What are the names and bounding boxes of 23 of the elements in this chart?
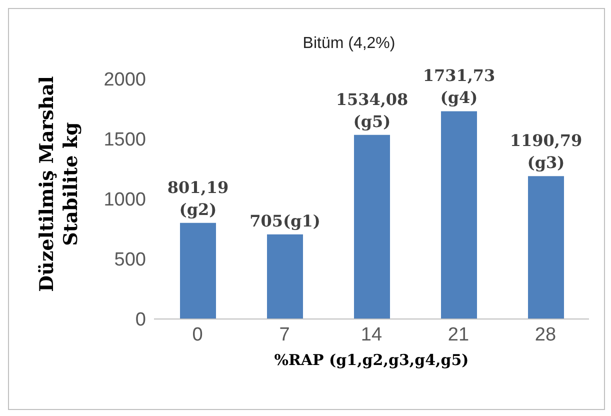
x-axis-title: %RAP (g1,g2,g3,g4,g5) <box>274 351 469 369</box>
y-tick-label: 0 <box>135 310 146 331</box>
data-label: 1534,08 (g5) <box>336 90 408 131</box>
bar <box>180 222 216 319</box>
y-tick-label: 2000 <box>104 70 146 91</box>
chart-title: Bitüm (4,2%) <box>302 35 396 53</box>
bar <box>354 134 390 319</box>
data-label: 1190,79 (g3) <box>510 131 582 172</box>
x-tick-label: 7 <box>279 324 290 346</box>
x-tick-label: 21 <box>448 324 470 346</box>
y-tick-label: 500 <box>114 250 146 271</box>
bar <box>441 111 477 319</box>
y-axis-title: Düzeltilmiş Marshal Stabilite kg <box>36 76 82 292</box>
bar <box>267 234 303 319</box>
x-tick-label: 28 <box>534 324 556 346</box>
y-tick-label: 1500 <box>104 130 146 151</box>
x-tick-label: 14 <box>360 324 382 346</box>
data-label: 1731,73 (g4) <box>422 66 496 108</box>
y-tick-label: 1000 <box>104 190 146 211</box>
x-tick-label: 0 <box>192 324 203 346</box>
bar <box>528 176 564 319</box>
data-label: 801,19 (g2) <box>167 178 229 219</box>
data-label: 705(g1) <box>250 211 320 230</box>
